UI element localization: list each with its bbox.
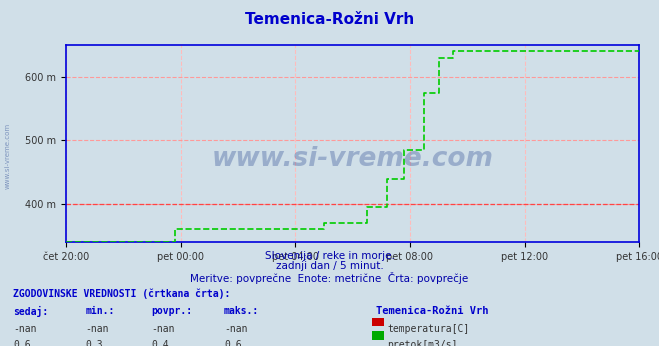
Text: pretok[m3/s]: pretok[m3/s]: [387, 340, 458, 346]
Text: www.si-vreme.com: www.si-vreme.com: [5, 122, 11, 189]
Text: maks.:: maks.:: [224, 306, 259, 316]
Text: ZGODOVINSKE VREDNOSTI (črtkana črta):: ZGODOVINSKE VREDNOSTI (črtkana črta):: [13, 289, 231, 299]
Text: -nan: -nan: [224, 324, 248, 334]
Text: 0,3: 0,3: [86, 340, 103, 346]
Text: -nan: -nan: [86, 324, 109, 334]
Text: 0,6: 0,6: [224, 340, 242, 346]
Text: povpr.:: povpr.:: [152, 306, 192, 316]
Text: Meritve: povprečne  Enote: metrične  Črta: povprečje: Meritve: povprečne Enote: metrične Črta:…: [190, 272, 469, 284]
Text: min.:: min.:: [86, 306, 115, 316]
Text: zadnji dan / 5 minut.: zadnji dan / 5 minut.: [275, 261, 384, 271]
Text: -nan: -nan: [152, 324, 175, 334]
Text: temperatura[C]: temperatura[C]: [387, 324, 470, 334]
Text: sedaj:: sedaj:: [13, 306, 48, 317]
Text: Temenica-Rožni Vrh: Temenica-Rožni Vrh: [245, 12, 414, 27]
Text: Temenica-Rožni Vrh: Temenica-Rožni Vrh: [376, 306, 488, 316]
Text: www.si-vreme.com: www.si-vreme.com: [212, 146, 494, 172]
Text: -nan: -nan: [13, 324, 37, 334]
Text: 0,6: 0,6: [13, 340, 31, 346]
Text: 0,4: 0,4: [152, 340, 169, 346]
Text: Slovenija / reke in morje.: Slovenija / reke in morje.: [264, 251, 395, 261]
